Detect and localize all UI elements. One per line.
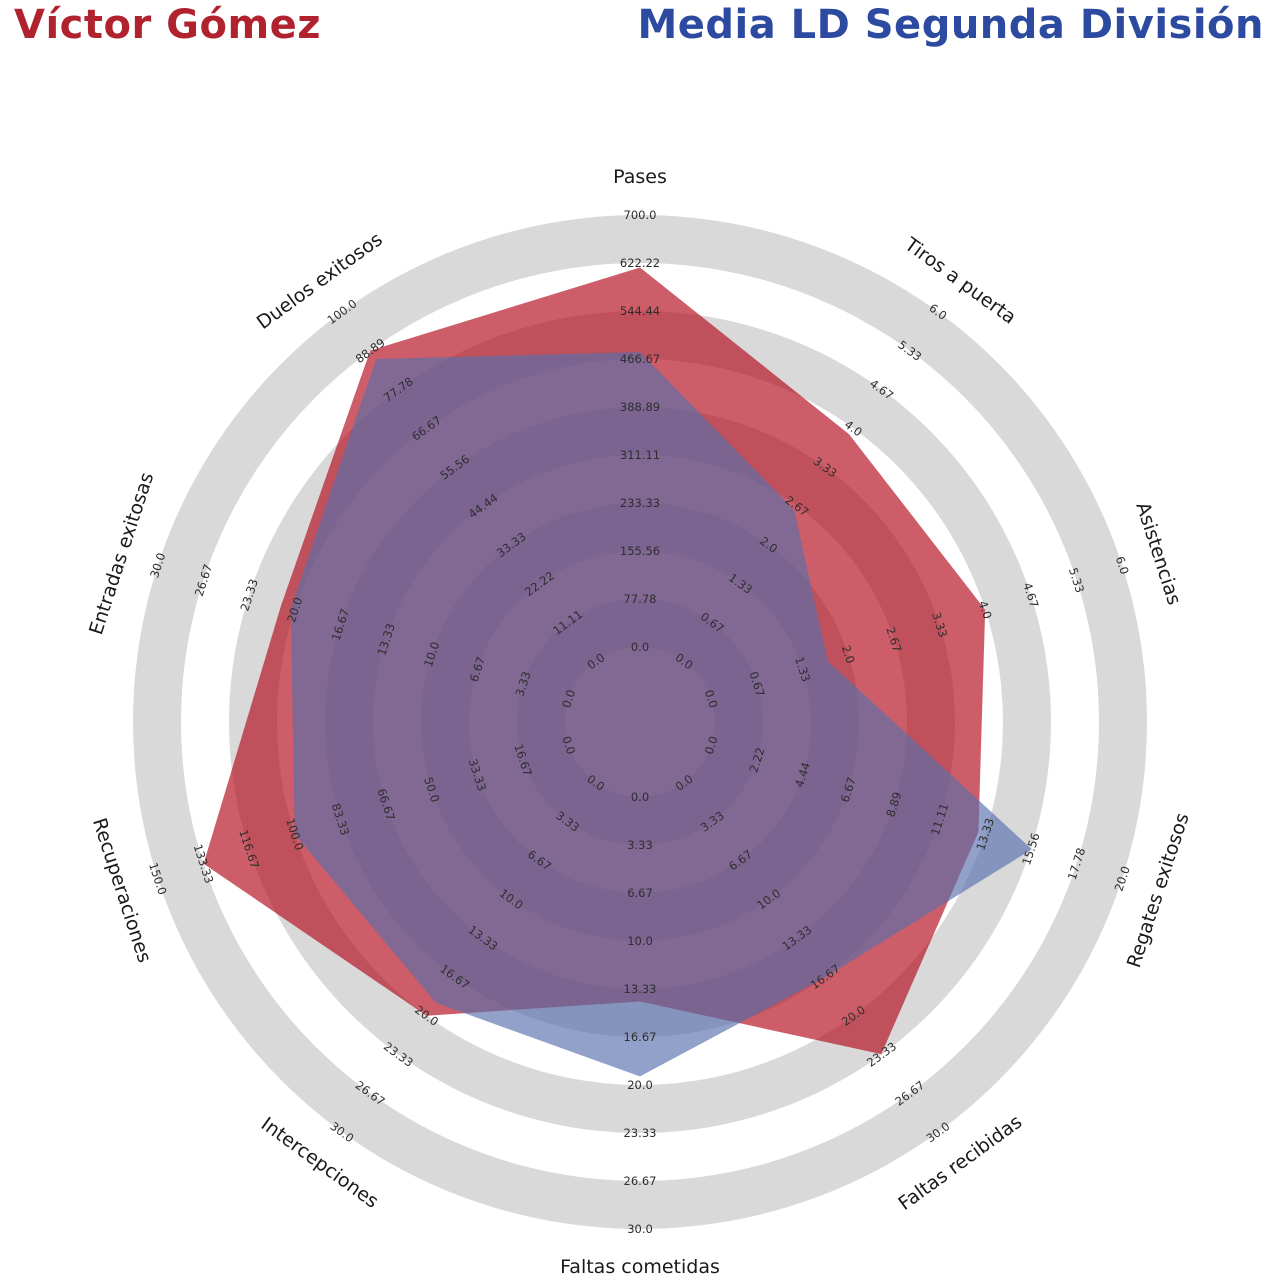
series-polygon-average	[290, 352, 1032, 1077]
tick-label: 13.33	[624, 982, 657, 996]
axis-title: Recuperaciones	[88, 815, 155, 965]
tick-label: 0.0	[631, 640, 649, 654]
tick-label: 0.0	[702, 688, 721, 710]
tick-label: 155.56	[620, 544, 660, 558]
tick-label: 0.0	[702, 734, 721, 756]
average-title: Media LD Segunda División	[637, 2, 1264, 48]
tick-label: 3.33	[627, 838, 653, 852]
tick-label: 4.0	[976, 599, 995, 621]
tick-label: 388.89	[620, 400, 660, 414]
tick-label: 544.44	[620, 304, 660, 318]
axis-title: Faltas cometidas	[560, 1256, 720, 1278]
tick-label: 2.0	[839, 643, 858, 665]
tick-label: 30.0	[627, 1222, 653, 1236]
tick-label: 6.67	[627, 886, 653, 900]
tick-label: 26.67	[624, 1174, 657, 1188]
title-row: Víctor Gómez Media LD Segunda División	[0, 0, 1280, 60]
tick-label: 0.0	[631, 790, 649, 804]
tick-label: 311.11	[620, 448, 660, 462]
player-title: Víctor Gómez	[14, 2, 322, 48]
tick-label: 20.0	[627, 1078, 653, 1092]
tick-label: 77.78	[624, 592, 657, 606]
tick-label: 700.0	[624, 208, 657, 222]
tick-label: 10.0	[627, 934, 653, 948]
tick-label: 0.0	[559, 734, 578, 756]
tick-label: 622.22	[620, 256, 660, 270]
tick-label: 0.0	[559, 688, 578, 710]
tick-label: 16.67	[624, 1030, 657, 1044]
axis-title: Asistencias	[1131, 500, 1185, 608]
tick-label: 23.33	[624, 1126, 657, 1140]
tick-label: 466.67	[620, 352, 660, 366]
axis-title: Pases	[613, 166, 667, 188]
tick-label: 6.0	[1113, 554, 1132, 576]
tick-label: 233.33	[620, 496, 660, 510]
